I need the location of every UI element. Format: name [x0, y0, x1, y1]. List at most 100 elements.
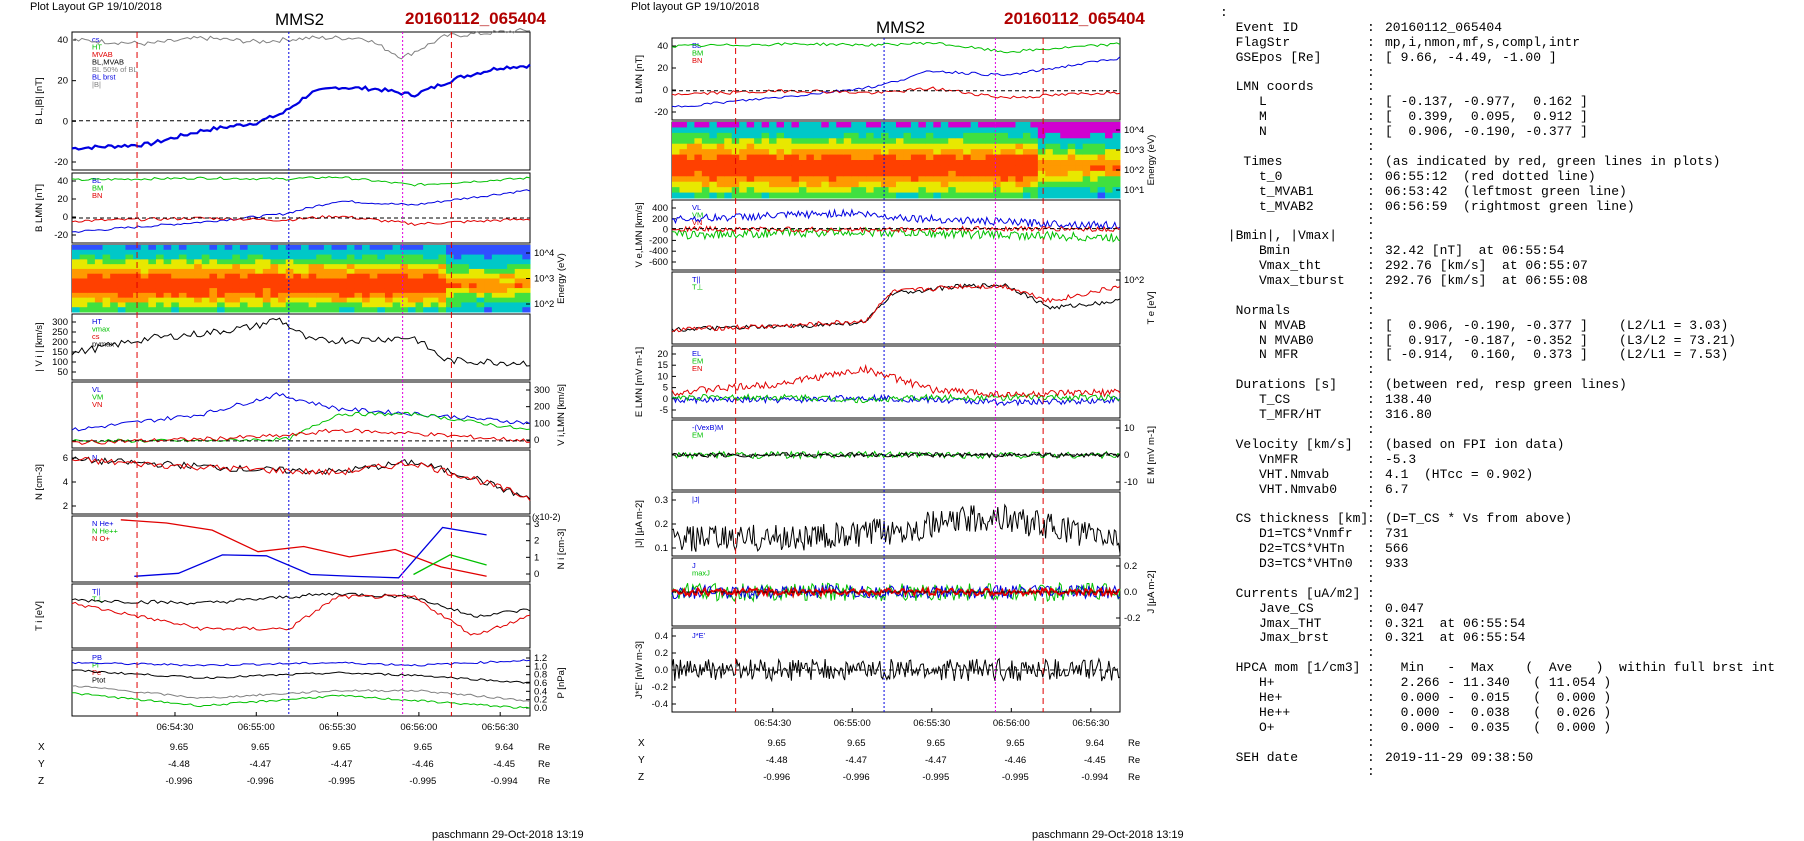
summary-value: 292.76 [km/s] at 06:55:08 — [1385, 273, 1588, 289]
spectrogram-cell — [1015, 165, 1024, 172]
spectrogram-cell — [514, 259, 523, 265]
summary-key: M — [1220, 109, 1267, 125]
spectrogram-cell — [438, 273, 447, 279]
spectrogram-cell — [453, 283, 462, 289]
spectrogram-cell — [836, 127, 845, 134]
spectrogram-cell — [384, 297, 394, 303]
summary-key: D3=TCS*VHTn0 — [1220, 555, 1353, 571]
spectrogram-cell — [791, 132, 800, 139]
spectrogram-cell — [293, 283, 302, 289]
summary-value: 32.42 [nT] at 06:55:54 — [1385, 243, 1565, 259]
pos-value: -4.45 — [493, 759, 515, 770]
spectrogram-cell — [1067, 127, 1076, 134]
spectrogram-cell — [993, 149, 1002, 156]
trace-blue — [671, 208, 1121, 230]
spectrogram-cell — [813, 192, 822, 199]
spectrogram-cell — [1022, 170, 1031, 177]
spectrogram-cell — [724, 122, 733, 128]
spectrogram-cell — [423, 302, 432, 308]
spectrogram-cell — [1030, 176, 1039, 183]
spectrogram-cell — [843, 187, 852, 194]
spectrogram-cell — [888, 192, 897, 199]
y-tick-label: 100 — [52, 357, 68, 368]
spectrogram-cell — [514, 307, 523, 313]
spectrogram-cell — [507, 283, 516, 289]
spectrogram-cell — [201, 264, 210, 270]
spectrogram-cell — [784, 132, 792, 139]
spectrogram-cell — [461, 264, 470, 270]
spectrogram-cell — [806, 138, 815, 145]
summary-colon: : — [1367, 436, 1375, 452]
spectrogram-cell — [1082, 122, 1091, 128]
y-tick-label: -5 — [660, 405, 668, 416]
spectrogram-cell — [724, 187, 733, 194]
spectrogram-cell — [1052, 160, 1061, 166]
spectrogram-cell — [881, 192, 890, 199]
pos-value: -4.46 — [412, 759, 434, 770]
spectrogram-cell — [178, 278, 187, 284]
spectrogram-cell — [293, 264, 302, 270]
spectrogram-cell — [140, 259, 149, 265]
spectrogram-cell — [970, 132, 979, 139]
spectrogram-cell — [761, 138, 770, 145]
spectrogram-cell — [828, 160, 837, 166]
pos-value: -4.47 — [845, 755, 867, 766]
spectrogram-cell — [224, 249, 233, 256]
spectrogram-cell — [843, 143, 852, 150]
spectrogram-cell — [148, 264, 157, 270]
spectrogram-cell — [239, 254, 249, 260]
spectrogram-cell — [110, 249, 119, 256]
spectrogram-cell — [423, 297, 432, 303]
summary-key: Times — [1220, 153, 1283, 169]
spectrogram-cell — [813, 149, 822, 156]
spectrogram-cell — [476, 292, 485, 299]
spectrogram-cell — [209, 302, 218, 308]
spectrogram-cell — [672, 132, 680, 139]
summary-line: |Bmin|, |Vmax|: — [1220, 228, 1775, 244]
spectrogram-cell — [940, 138, 949, 145]
y-tick-label: -0.4 — [652, 699, 668, 710]
y-tick-label-right: 2 — [534, 536, 539, 547]
summary-value: 731 — [1385, 526, 1409, 542]
spectrogram-cell — [910, 170, 919, 177]
spectrogram-cell — [514, 264, 523, 270]
pos-value: -0.995 — [1002, 772, 1029, 783]
spectrogram-cell — [798, 181, 807, 188]
spectrogram-cell — [377, 278, 386, 284]
spectrogram-cell — [761, 132, 770, 139]
spectrogram-cell — [239, 264, 249, 270]
summary-line: : — [1220, 5, 1775, 21]
spectrogram-cell — [896, 122, 904, 128]
spectrogram-cell — [1060, 170, 1069, 177]
spectrogram-cell — [1045, 122, 1054, 128]
spectrogram-cell — [1000, 127, 1009, 134]
spectrogram-cell — [239, 297, 249, 303]
spectrogram-cell — [739, 132, 748, 139]
spectrogram-cell — [102, 268, 111, 275]
spectrogram-cell — [262, 288, 271, 294]
spectrogram-cell — [746, 165, 755, 172]
spectrogram-cell — [858, 160, 867, 166]
spectrogram-cell — [1097, 187, 1106, 194]
spectrogram-cell — [415, 302, 424, 308]
spectrogram-cell — [209, 249, 218, 256]
spectrogram-cell — [978, 165, 987, 172]
spectrogram-cell — [331, 297, 340, 303]
spectrogram-cell — [384, 292, 394, 299]
spectrogram-cell — [201, 249, 210, 256]
spectrogram-cell — [186, 302, 195, 308]
spectrogram-cell — [828, 122, 837, 128]
spectrogram-cell — [873, 138, 882, 145]
spectrogram-cell — [308, 254, 317, 260]
spectrogram-cell — [993, 176, 1002, 183]
spectrogram-cell — [985, 122, 994, 128]
spectrogram-cell — [522, 288, 531, 294]
spectrogram-cell — [201, 292, 210, 299]
spectrogram-cell — [293, 297, 302, 303]
spectrogram-cell — [323, 292, 333, 299]
spectrogram-cell — [209, 307, 218, 313]
spectrogram-cell — [1008, 181, 1016, 188]
spectrogram-cell — [369, 297, 378, 303]
spectrogram-cell — [400, 273, 409, 279]
spectrogram-cell — [918, 132, 927, 139]
